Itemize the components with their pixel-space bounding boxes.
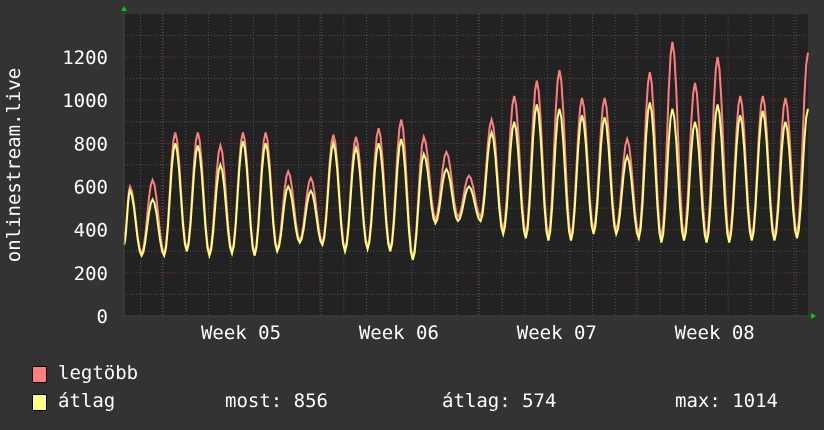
y-tick-label: 1200 — [62, 47, 108, 69]
legend-swatch-avg — [32, 394, 47, 411]
y-tick-label: 0 — [97, 306, 108, 328]
legend-label-avg: átlag — [58, 390, 116, 412]
y-tick-label: 1000 — [62, 90, 108, 112]
x-tick-label: Week 05 — [201, 322, 281, 344]
y-axis-label: onlinestream.live — [3, 68, 25, 262]
y-axis-arrow-icon — [121, 6, 127, 11]
y-tick-label: 800 — [74, 133, 108, 155]
stat-average: átlag: 574 — [442, 390, 557, 412]
legend-swatch-max — [32, 366, 47, 383]
x-tick-label: Week 08 — [675, 322, 755, 344]
legend-label-max: legtöbb — [58, 362, 139, 384]
y-tick-label: 200 — [74, 263, 108, 285]
x-tick-label: Week 06 — [359, 322, 439, 344]
x-axis-arrow-icon — [811, 313, 816, 319]
stat-now: most: 856 — [225, 390, 328, 412]
x-tick-label: Week 07 — [517, 322, 597, 344]
series-line-avg — [123, 102, 809, 261]
stat-max: max: 1014 — [675, 390, 778, 412]
y-tick-label: 400 — [74, 220, 108, 242]
y-tick-label: 600 — [74, 177, 108, 199]
